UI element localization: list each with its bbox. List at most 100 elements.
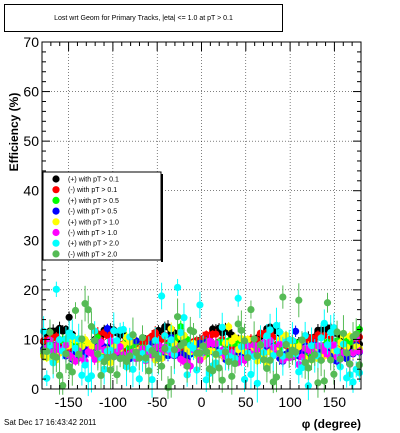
data-point — [346, 360, 354, 368]
data-point — [59, 381, 67, 390]
y-tick-label: 40 — [23, 183, 39, 199]
data-point — [234, 294, 242, 302]
data-point — [52, 353, 60, 361]
data-point — [247, 305, 255, 314]
data-point — [218, 376, 226, 384]
data-point — [138, 334, 147, 342]
legend-label: (-) with pT > 2.0 — [68, 251, 117, 258]
data-point — [330, 341, 338, 349]
y-axis-label: Efficiency (%) — [7, 93, 21, 172]
legend-label: (+) with pT > 2.0 — [68, 241, 119, 248]
y-tick-label: 20 — [23, 282, 39, 298]
legend-marker — [52, 239, 60, 247]
data-point — [304, 382, 312, 390]
data-point — [173, 313, 182, 321]
data-point — [161, 345, 169, 353]
legend-label: (-) with pT > 1.0 — [68, 230, 117, 237]
data-point — [314, 379, 322, 387]
x-tick-label: -100 — [99, 394, 127, 410]
data-point — [129, 365, 137, 373]
data-point — [323, 341, 332, 349]
data-point — [196, 349, 204, 357]
data-point — [110, 353, 118, 361]
data-point — [320, 377, 328, 385]
data-point — [292, 348, 300, 356]
data-point — [225, 358, 233, 366]
data-point — [215, 364, 223, 372]
legend-shadow — [161, 174, 163, 262]
data-point — [106, 366, 115, 374]
data-point — [339, 329, 348, 338]
data-point — [110, 327, 118, 335]
data-point — [65, 313, 73, 321]
data-point — [266, 356, 274, 364]
legend-box — [42, 171, 162, 261]
data-point — [177, 328, 185, 337]
data-point — [129, 331, 137, 339]
data-point — [311, 351, 319, 359]
data-point — [209, 367, 217, 375]
legend-item: (+) with pT > 0.5 — [52, 196, 119, 205]
data-point — [132, 348, 140, 357]
data-point — [202, 376, 210, 384]
data-point — [43, 374, 51, 382]
data-point — [349, 349, 357, 357]
legend-label: (-) with pT > 0.1 — [68, 187, 117, 194]
legend-item: (-) with pT > 0.5 — [52, 207, 117, 216]
data-point — [68, 368, 76, 376]
data-point — [317, 334, 325, 342]
data-point — [119, 325, 127, 334]
data-point — [272, 373, 281, 381]
x-tick-label: 0 — [198, 394, 206, 410]
data-point — [52, 285, 60, 293]
legend-item: (+) with pT > 1.0 — [52, 218, 119, 226]
data-point — [87, 372, 96, 380]
x-tick-label: -150 — [55, 394, 83, 410]
data-point — [46, 328, 54, 336]
chart-title: Lost wrt Geom for Primary Tracks, |eta| … — [4, 4, 283, 32]
legend: (+) with pT > 0.1 (-) with pT > 0.1 (+) wi… — [42, 171, 163, 262]
legend-marker — [52, 207, 60, 215]
data-point — [327, 356, 335, 364]
data-point — [282, 340, 290, 349]
data-point — [87, 342, 96, 351]
data-point — [180, 314, 188, 322]
data-point — [225, 323, 233, 331]
data-point — [158, 362, 166, 370]
data-point — [113, 337, 121, 345]
data-point — [167, 378, 175, 386]
data-point — [330, 370, 338, 378]
data-point — [167, 336, 175, 344]
data-point — [317, 356, 325, 364]
legend-label: (+) with pT > 0.5 — [68, 198, 119, 205]
data-point — [145, 367, 153, 375]
data-point — [202, 348, 210, 356]
legend-item: (-) with pT > 2.0 — [52, 250, 117, 258]
data-point — [91, 355, 99, 363]
data-point — [272, 321, 281, 329]
data-point — [276, 328, 284, 336]
data-point — [304, 364, 312, 372]
data-point — [336, 355, 344, 363]
data-point — [355, 361, 364, 369]
x-tick-label: 50 — [238, 394, 254, 410]
data-point — [142, 354, 150, 362]
data-point — [71, 306, 80, 315]
legend-marker — [52, 196, 60, 204]
data-point — [253, 352, 261, 360]
data-point — [65, 363, 73, 371]
legend-item: (-) with pT > 1.0 — [52, 228, 117, 237]
data-point — [295, 343, 303, 351]
data-point — [135, 354, 143, 362]
data-point — [170, 346, 178, 354]
data-point — [263, 364, 271, 373]
legend-label: (-) with pT > 0.5 — [68, 209, 117, 216]
x-tick-label: -50 — [147, 394, 167, 410]
y-tick-label: 0 — [31, 381, 39, 397]
data-point — [212, 350, 220, 358]
data-point — [199, 342, 207, 350]
data-points — [39, 278, 364, 403]
data-point — [78, 335, 86, 343]
data-point — [292, 327, 300, 335]
